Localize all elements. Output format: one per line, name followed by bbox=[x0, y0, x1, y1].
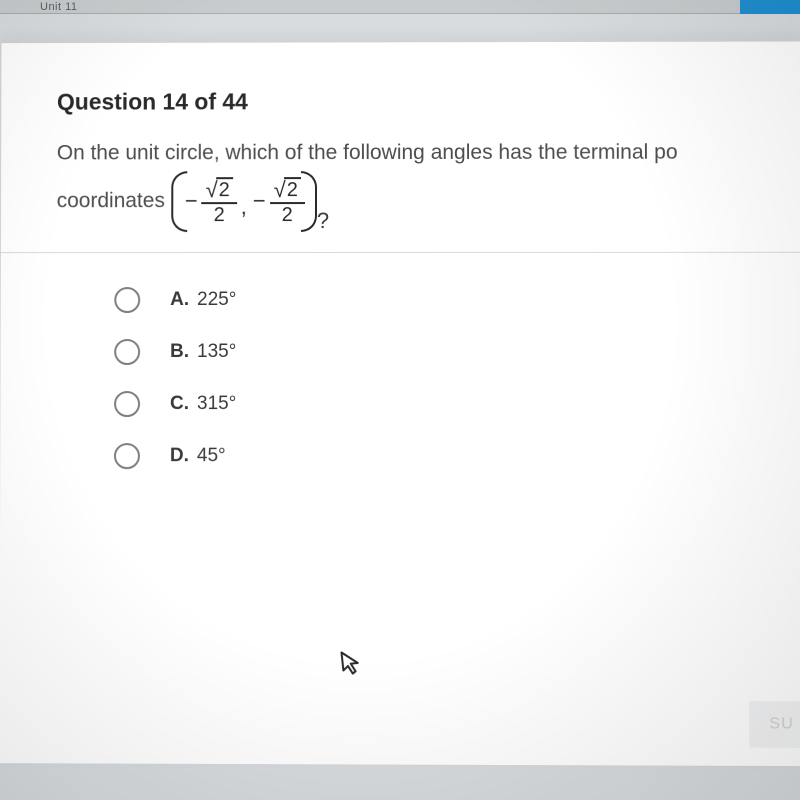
cursor-icon bbox=[338, 648, 366, 686]
question-card: Question 14 of 44 On the unit circle, wh… bbox=[0, 41, 800, 766]
breadcrumb-bar: Unit 11 bbox=[0, 0, 800, 14]
radio-b[interactable] bbox=[114, 338, 140, 364]
choice-c[interactable]: C.315° bbox=[114, 390, 800, 417]
choice-b[interactable]: B.135° bbox=[114, 338, 800, 364]
fraction-2: √ 2 2 bbox=[270, 177, 305, 226]
question-stem-line2: coordinates − √ 2 2 , − √ 2 bbox=[57, 176, 800, 226]
minus-sign-2: − bbox=[253, 188, 266, 214]
choice-c-label: C.315° bbox=[170, 393, 236, 415]
question-number: Question 14 of 44 bbox=[57, 87, 800, 115]
choice-b-label: B.135° bbox=[170, 341, 236, 363]
coord-comma: , bbox=[241, 194, 247, 220]
sqrt-2: √ 2 bbox=[274, 177, 301, 201]
answer-choices: A.225° B.135° C.315° D.45° bbox=[56, 286, 800, 469]
header-accent bbox=[740, 0, 800, 14]
choice-a-label: A.225° bbox=[170, 289, 236, 311]
choice-a[interactable]: A.225° bbox=[114, 286, 800, 312]
question-stem-line1: On the unit circle, which of the followi… bbox=[57, 137, 800, 169]
radio-a[interactable] bbox=[114, 287, 140, 313]
choice-d-label: D.45° bbox=[170, 445, 226, 467]
coordinates-word: coordinates bbox=[57, 189, 165, 213]
section-divider bbox=[1, 251, 800, 252]
question-mark: ? bbox=[317, 208, 329, 234]
sqrt-1: √ 2 bbox=[206, 177, 233, 201]
radio-c[interactable] bbox=[114, 390, 140, 416]
breadcrumb-text: Unit 11 bbox=[40, 1, 78, 13]
minus-sign-1: − bbox=[185, 188, 198, 214]
fraction-1: √ 2 2 bbox=[202, 177, 237, 226]
coordinate-pair: − √ 2 2 , − √ 2 2 bbox=[175, 177, 313, 226]
submit-button-fragment[interactable]: SU bbox=[749, 701, 800, 748]
radio-d[interactable] bbox=[114, 443, 140, 469]
choice-d[interactable]: D.45° bbox=[114, 443, 800, 470]
